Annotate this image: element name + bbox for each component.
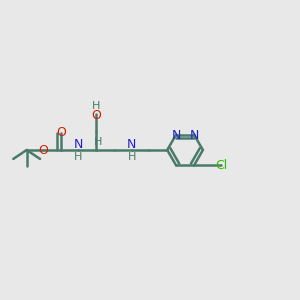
Text: H: H (94, 137, 103, 147)
Text: N: N (189, 129, 199, 142)
Text: O: O (38, 143, 48, 157)
Text: O: O (56, 126, 66, 139)
Text: N: N (172, 129, 181, 142)
Text: H: H (92, 101, 100, 111)
Text: H: H (128, 152, 136, 161)
Text: N: N (74, 138, 83, 151)
Text: Cl: Cl (215, 159, 227, 172)
Text: O: O (91, 109, 101, 122)
Text: N: N (127, 138, 136, 151)
Text: H: H (74, 152, 82, 161)
